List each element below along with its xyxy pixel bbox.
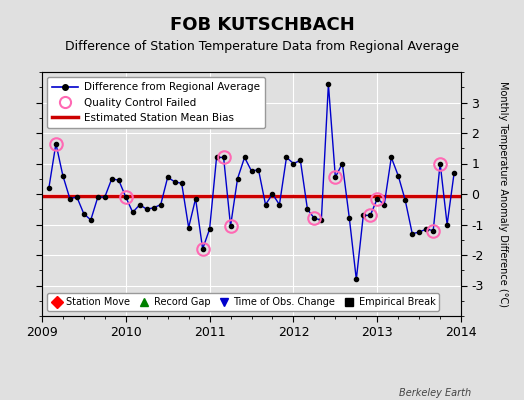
Text: Difference of Station Temperature Data from Regional Average: Difference of Station Temperature Data f… (65, 40, 459, 53)
Legend: Station Move, Record Gap, Time of Obs. Change, Empirical Break: Station Move, Record Gap, Time of Obs. C… (47, 293, 439, 311)
Text: Berkeley Earth: Berkeley Earth (399, 388, 472, 398)
Text: FOB KUTSCHBACH: FOB KUTSCHBACH (170, 16, 354, 34)
Y-axis label: Monthly Temperature Anomaly Difference (°C): Monthly Temperature Anomaly Difference (… (498, 81, 508, 307)
